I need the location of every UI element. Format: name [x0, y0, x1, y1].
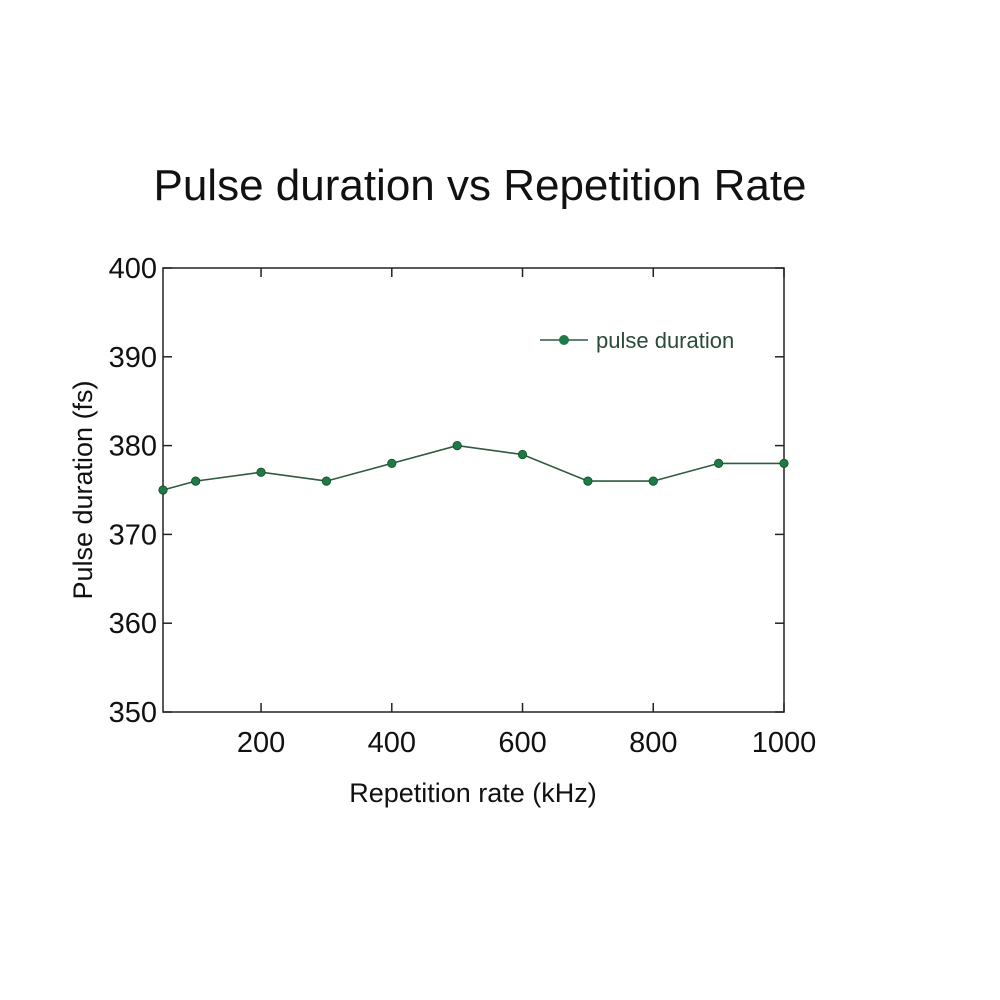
data-point [387, 458, 397, 468]
y-tick-label: 360 [109, 608, 157, 640]
y-tick-label: 390 [109, 342, 157, 374]
y-axis-label: Pulse duration (fs) [68, 380, 98, 599]
data-point [191, 476, 201, 486]
data-point [517, 449, 528, 460]
x-tick-label: 800 [629, 727, 677, 759]
data-point [714, 458, 724, 468]
y-axis: 350 360 370 380 390 400 [109, 253, 784, 729]
x-tick-label: 1000 [752, 727, 817, 759]
x-tick-label: 200 [237, 727, 285, 759]
data-point [452, 440, 462, 451]
x-axis-label: Repetition rate (kHz) [349, 778, 597, 808]
data-point [779, 458, 789, 468]
legend-label: pulse duration [596, 328, 734, 353]
y-tick-label: 370 [109, 519, 157, 551]
data-point [583, 476, 593, 486]
data-point [321, 476, 332, 486]
series-layer [158, 440, 789, 495]
data-point [648, 476, 658, 486]
x-tick-label: 400 [368, 727, 416, 759]
x-axis: 200 400 600 800 1000 [237, 268, 816, 759]
y-tick-label: 400 [109, 253, 157, 285]
y-tick-label: 380 [109, 431, 157, 463]
legend: pulse duration [540, 328, 734, 353]
data-point [158, 485, 168, 495]
x-tick-label: 600 [498, 727, 546, 759]
chart-title: Pulse duration vs Repetition Rate [153, 161, 806, 210]
legend-marker [559, 335, 569, 345]
data-point [256, 467, 266, 477]
y-tick-label: 350 [109, 697, 157, 729]
series-line [162, 444, 784, 491]
